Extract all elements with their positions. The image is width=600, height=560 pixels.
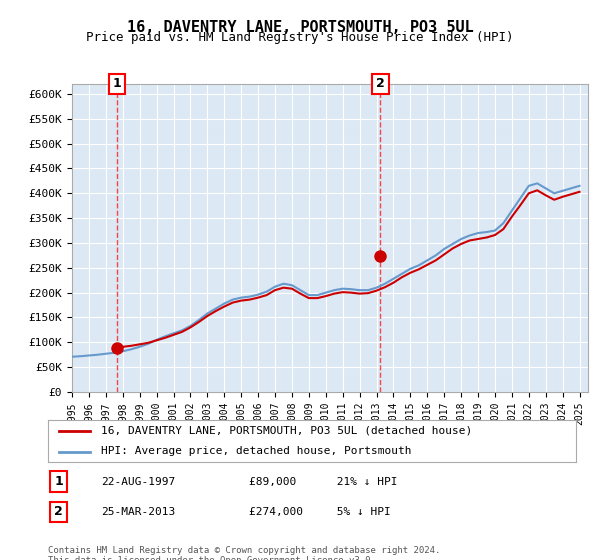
Text: 2: 2	[376, 77, 385, 91]
Text: 16, DAVENTRY LANE, PORTSMOUTH, PO3 5UL: 16, DAVENTRY LANE, PORTSMOUTH, PO3 5UL	[127, 20, 473, 35]
Text: £274,000     5% ↓ HPI: £274,000 5% ↓ HPI	[248, 507, 391, 517]
Text: 1: 1	[54, 475, 63, 488]
Text: Contains HM Land Registry data © Crown copyright and database right 2024.
This d: Contains HM Land Registry data © Crown c…	[48, 546, 440, 560]
Text: 2: 2	[54, 505, 63, 519]
Text: 25-MAR-2013: 25-MAR-2013	[101, 507, 175, 517]
Text: £89,000      21% ↓ HPI: £89,000 21% ↓ HPI	[248, 477, 397, 487]
Text: 1: 1	[112, 77, 121, 91]
Text: HPI: Average price, detached house, Portsmouth: HPI: Average price, detached house, Port…	[101, 446, 412, 456]
Text: 16, DAVENTRY LANE, PORTSMOUTH, PO3 5UL (detached house): 16, DAVENTRY LANE, PORTSMOUTH, PO3 5UL (…	[101, 426, 472, 436]
Text: Price paid vs. HM Land Registry's House Price Index (HPI): Price paid vs. HM Land Registry's House …	[86, 31, 514, 44]
Text: 22-AUG-1997: 22-AUG-1997	[101, 477, 175, 487]
